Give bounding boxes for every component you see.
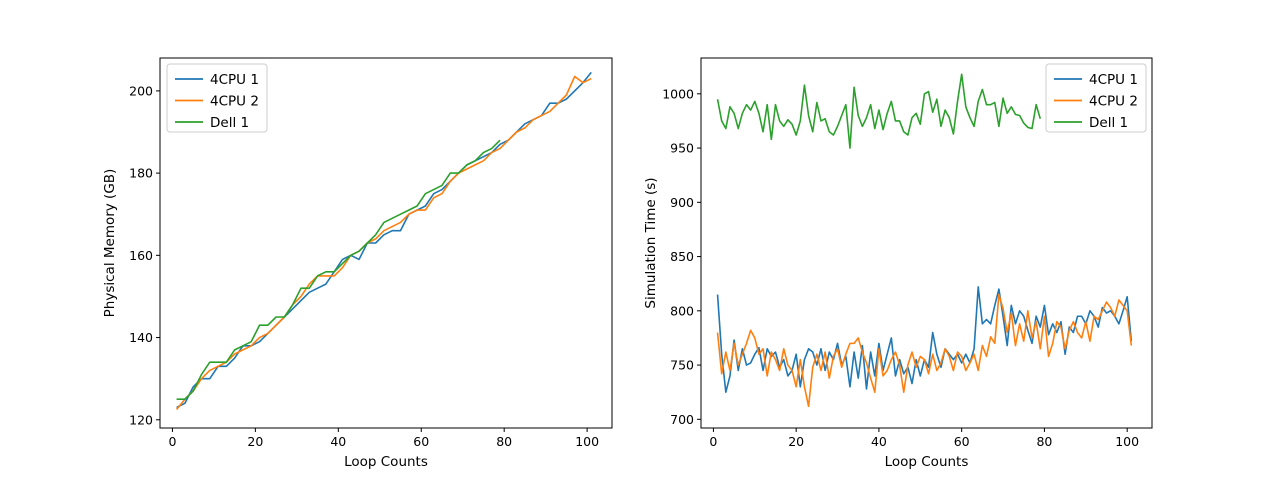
y-tick-label: 900 bbox=[670, 195, 694, 210]
series-line-4cpu-1 bbox=[176, 71, 592, 409]
y-tick-label: 1000 bbox=[662, 86, 694, 101]
legend-entry: 4CPU 1 bbox=[210, 72, 259, 88]
y-tick-label: 140 bbox=[129, 330, 153, 345]
legend-entry: 4CPU 2 bbox=[1089, 94, 1138, 110]
y-tick-label: 950 bbox=[670, 141, 694, 156]
legend: 4CPU 1 4CPU 2 Dell 1 bbox=[166, 63, 268, 133]
x-tick-label: 100 bbox=[1115, 434, 1139, 449]
x-tick-label: 0 bbox=[709, 434, 717, 449]
series-line-4cpu-2 bbox=[716, 293, 1133, 408]
y-axis-label: Simulation Time (s) bbox=[643, 177, 659, 308]
y-tick-label: 160 bbox=[129, 248, 153, 263]
x-tick-label: 20 bbox=[247, 434, 263, 449]
x-axis-label: Loop Counts bbox=[885, 454, 969, 470]
y-tick-label: 750 bbox=[670, 358, 694, 373]
x-tick-label: 60 bbox=[954, 434, 970, 449]
chart-2: 0 20 40 60 80 100 700 750 800 850 900 950 1000 Loop C… bbox=[643, 57, 1153, 470]
x-tick-label: 100 bbox=[575, 434, 599, 449]
legend-entry: 4CPU 2 bbox=[210, 94, 259, 110]
plot-frame bbox=[159, 57, 613, 429]
series-line-dell-1 bbox=[176, 139, 501, 401]
x-tick-label: 20 bbox=[788, 434, 804, 449]
x-tick-label: 40 bbox=[330, 434, 346, 449]
legend-box bbox=[1045, 63, 1147, 133]
chart-1: 0 20 40 60 80 100 120 140 160 180 200 Loop Counts Ph… bbox=[102, 57, 613, 470]
y-tick-label: 700 bbox=[670, 412, 694, 427]
x-tick-label: 80 bbox=[1036, 434, 1052, 449]
x-tick-label: 60 bbox=[413, 434, 429, 449]
legend-entry: 4CPU 1 bbox=[1089, 72, 1138, 88]
y-tick-label: 120 bbox=[129, 412, 153, 427]
x-tick-label: 40 bbox=[871, 434, 887, 449]
series-line-4cpu-2 bbox=[175, 75, 592, 411]
legend-box bbox=[166, 63, 268, 133]
legend: 4CPU 1 4CPU 2 Dell 1 bbox=[1045, 63, 1147, 133]
x-axis-label: Loop Counts bbox=[344, 454, 428, 470]
y-tick-label: 180 bbox=[129, 166, 153, 181]
legend-entry: Dell 1 bbox=[1089, 115, 1128, 131]
x-tick-label: 80 bbox=[496, 434, 512, 449]
series-line-dell-1 bbox=[716, 73, 1042, 149]
y-tick-label: 850 bbox=[670, 249, 694, 264]
x-tick-label: 0 bbox=[168, 434, 176, 449]
y-tick-label: 200 bbox=[129, 83, 153, 98]
series-line-4cpu-1 bbox=[716, 286, 1133, 393]
legend-entry: Dell 1 bbox=[210, 115, 249, 131]
y-tick-label: 800 bbox=[670, 303, 694, 318]
plot-frame bbox=[700, 57, 1153, 429]
y-axis-label: Physical Memory (GB) bbox=[102, 169, 118, 318]
